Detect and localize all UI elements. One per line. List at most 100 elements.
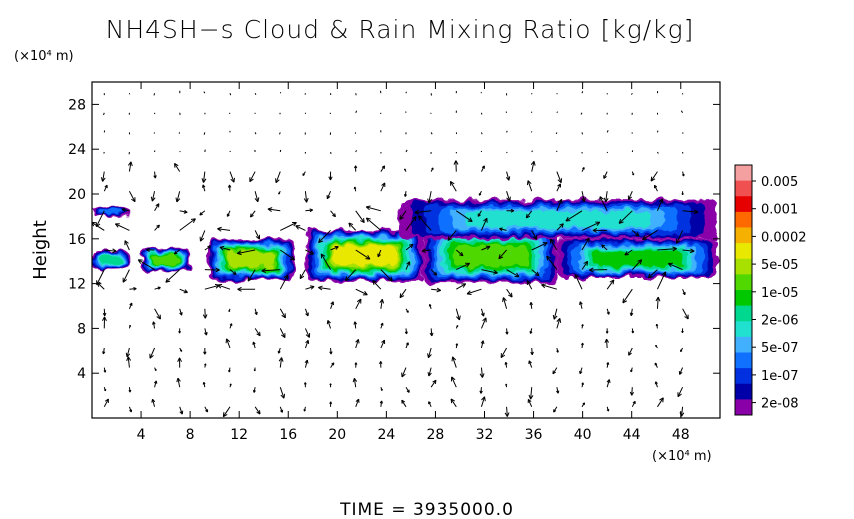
wind-vector-shaft	[556, 199, 563, 211]
colorbar-segment	[735, 321, 752, 338]
wind-vector	[379, 361, 383, 368]
wind-vector-head	[332, 214, 336, 218]
wind-vector	[631, 328, 635, 334]
wind-vector-head	[502, 297, 504, 302]
wind-vector	[128, 302, 133, 309]
wind-vector	[353, 186, 357, 192]
wind-vector-head	[556, 350, 559, 353]
wind-vector	[102, 308, 107, 317]
wind-vector-shaft	[631, 230, 640, 237]
wind-vector-head	[365, 206, 370, 211]
wind-vector	[427, 191, 432, 204]
wind-vector	[305, 249, 314, 255]
wind-vector	[177, 357, 183, 368]
wind-vector-shaft	[456, 262, 470, 271]
wind-vector	[124, 240, 130, 251]
wind-vector-head	[249, 213, 252, 218]
wind-vector	[252, 341, 256, 349]
wind-vector-shaft	[546, 255, 558, 270]
wind-vector-shaft	[606, 339, 608, 349]
wind-vector	[254, 92, 257, 96]
wind-vector-head	[629, 391, 633, 396]
wind-vector	[121, 207, 130, 212]
wind-vector-head	[309, 209, 313, 213]
wind-vector	[530, 347, 534, 356]
wind-vector	[114, 223, 130, 231]
y-tick-label: 8	[77, 321, 86, 337]
wind-vector-shaft	[631, 259, 643, 270]
wind-vector	[680, 110, 684, 114]
wind-vector-head	[310, 286, 315, 290]
wind-vector-shaft	[320, 253, 331, 270]
wind-vector-head	[237, 252, 242, 256]
wind-vector-head	[177, 377, 181, 382]
wind-vector	[103, 398, 109, 408]
y-tick-label: 12	[68, 277, 86, 293]
wind-vector-head	[482, 373, 485, 378]
wind-vector-head	[546, 255, 551, 259]
wind-vector	[581, 237, 590, 251]
wind-vector	[330, 301, 335, 309]
wind-vector-head	[202, 314, 206, 319]
wind-vector	[657, 246, 677, 252]
wind-vector	[505, 171, 511, 181]
wind-vector-shaft	[579, 301, 583, 309]
wind-vector-head	[355, 165, 358, 169]
wind-vector-head	[104, 316, 107, 322]
wind-vector-head	[530, 395, 534, 400]
wind-vector-head	[608, 379, 611, 384]
wind-vector	[278, 357, 284, 368]
wind-vector	[304, 308, 309, 317]
wind-vector	[606, 308, 610, 315]
wind-vector-shaft	[250, 210, 256, 218]
wind-vector-head	[480, 313, 484, 317]
wind-vector-head	[583, 197, 586, 202]
wind-vector	[228, 367, 231, 373]
wind-vector-shaft	[565, 210, 583, 222]
wind-vector-head	[146, 247, 150, 251]
wind-vector-head	[596, 221, 601, 227]
wind-vector-shaft	[605, 191, 608, 203]
wind-vector-shaft	[450, 181, 457, 192]
wind-vector	[330, 362, 335, 368]
wind-vector-head	[176, 377, 179, 383]
wind-vector-head	[183, 211, 188, 214]
wind-vector	[405, 308, 409, 313]
wind-vector	[505, 328, 509, 335]
wind-vector	[506, 208, 515, 213]
wind-vector-head	[360, 220, 365, 224]
wind-vector-head	[452, 356, 457, 361]
wind-vector-shaft	[122, 269, 130, 283]
wind-vector-head	[153, 321, 156, 325]
wind-vector-head	[635, 234, 639, 237]
wind-vector-head	[381, 182, 386, 186]
wind-vector-head	[451, 356, 454, 362]
wind-vector	[656, 130, 659, 133]
wind-vector-shaft	[650, 171, 658, 182]
wind-vector-head	[672, 246, 677, 250]
wind-vector-head	[156, 316, 161, 320]
wind-vector	[237, 286, 256, 292]
wind-vector-shaft	[254, 328, 261, 337]
wind-vector-head	[467, 220, 473, 223]
wind-vector	[428, 303, 432, 309]
wind-vector-head	[427, 198, 430, 204]
wind-vector	[175, 191, 181, 203]
wind-vector	[603, 191, 609, 203]
wind-vector-head	[335, 246, 339, 250]
wind-vector	[480, 317, 487, 329]
wind-vector-head	[414, 209, 419, 214]
wind-vector	[655, 296, 661, 309]
wind-vector-head	[230, 178, 235, 183]
wind-vector-shaft	[299, 269, 306, 279]
wind-vector-head	[436, 287, 441, 291]
wind-vector	[100, 171, 106, 182]
wind-vector	[229, 93, 232, 96]
wind-vector-shaft	[318, 230, 331, 243]
wind-vector-shaft	[279, 249, 295, 261]
wind-vector	[201, 184, 206, 192]
wind-vector-shaft	[401, 399, 407, 408]
wind-vector	[531, 242, 548, 251]
wind-vector-head	[320, 253, 326, 257]
wind-vector-head	[100, 177, 104, 182]
